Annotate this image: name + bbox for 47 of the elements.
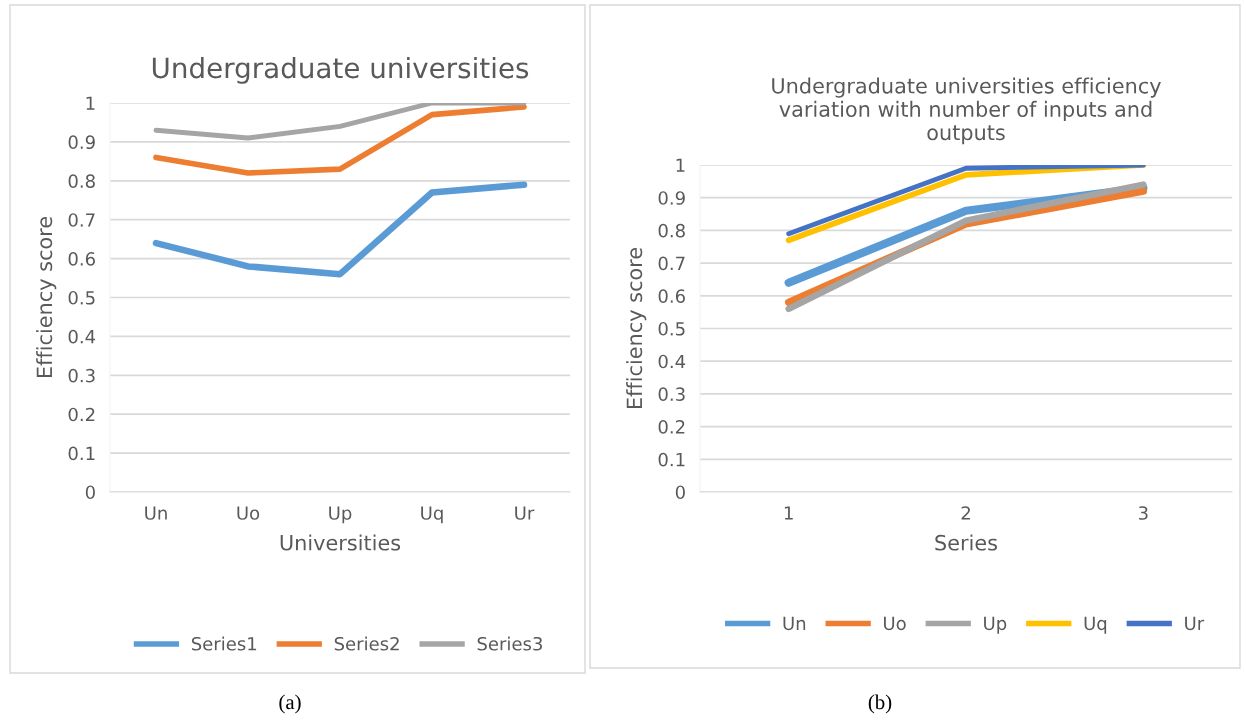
legend-label: Ur	[1185, 616, 1205, 631]
y-axis-title: Efficiency score	[36, 216, 57, 378]
x-axis-title: Series	[935, 534, 998, 551]
y-tick-label: 0.7	[68, 213, 95, 227]
y-tick-label: 0.6	[68, 252, 95, 266]
x-tick-label: Uo	[237, 506, 260, 520]
y-tick-label: 0	[675, 485, 685, 500]
legend-label: Uq	[1084, 616, 1107, 634]
x-tick-label: Up	[329, 506, 352, 524]
chart-title: Undergraduate universities	[152, 56, 529, 84]
y-tick-label: 0	[85, 485, 95, 500]
legend-label: Un	[783, 616, 806, 631]
y-tick-label: 0.4	[658, 354, 686, 369]
y-tick-label: 0.8	[68, 174, 95, 188]
y-tick-label: 0.5	[658, 321, 685, 336]
y-tick-label: 0.3	[658, 387, 685, 402]
y-tick-label: 0.2	[658, 420, 685, 434]
y-tick-label: 0.9	[68, 135, 95, 150]
text: (b)	[868, 694, 892, 714]
y-tick-label: 0.3	[68, 368, 95, 383]
y-tick-label: 0.1	[658, 452, 685, 467]
y-tick-label: 0.4	[68, 329, 96, 344]
legend-label: Series1	[191, 636, 257, 651]
x-tick-label: Ur	[515, 506, 535, 520]
x-tick-label: 1	[784, 506, 793, 520]
x-axis-title: Universities	[280, 534, 401, 551]
y-tick-label: 0.5	[68, 290, 95, 305]
x-tick-label: Uq	[421, 506, 443, 524]
legend-label: Uo	[884, 616, 906, 631]
x-tick-label: Un	[145, 506, 167, 520]
y-axis-title: Efficiency score	[626, 247, 647, 409]
y-tick-label: 0.7	[658, 256, 685, 271]
y-tick-label: 0.2	[68, 407, 95, 422]
line-series	[153, 103, 527, 141]
legend-label: Series3	[477, 636, 542, 651]
y-tick-label: 0.8	[658, 223, 685, 238]
y-tick-label: 1	[676, 158, 685, 172]
x-tick-label: 2	[961, 506, 970, 520]
y-tick-label: 1	[86, 96, 95, 110]
y-tick-label: 0.1	[68, 446, 95, 461]
legend-label: Series2	[334, 636, 399, 651]
legend-label: Up	[984, 616, 1007, 634]
y-tick-label: 0.9	[658, 191, 685, 205]
text: (a)	[279, 694, 301, 714]
chart-title: Undergraduate universities efficiency variation with number of inputs and outputs	[772, 77, 1161, 145]
x-tick-label: 3	[1138, 506, 1148, 520]
y-tick-label: 0.6	[658, 289, 685, 303]
